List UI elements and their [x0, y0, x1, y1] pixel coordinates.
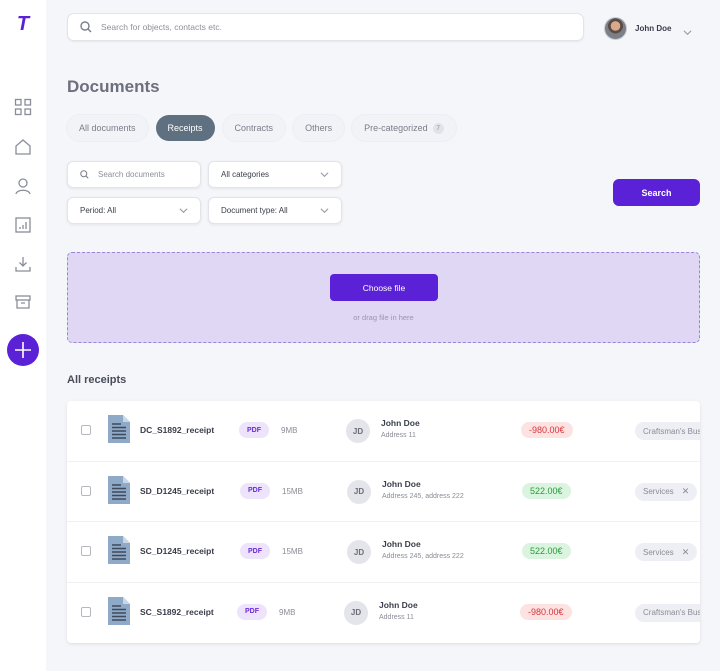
row-checkbox[interactable]: [81, 425, 91, 435]
document-type-select[interactable]: Document type: All: [208, 197, 342, 224]
tab-contracts[interactable]: Contracts: [222, 115, 286, 141]
user-menu[interactable]: John Doe: [604, 16, 692, 40]
chart-icon: [15, 217, 31, 233]
contact-name: John Doe: [382, 539, 421, 549]
contact-name: John Doe: [379, 599, 418, 610]
contact-name: John Doe: [381, 418, 420, 428]
tab-others[interactable]: Others: [293, 115, 345, 141]
contact-name: John Doe: [382, 478, 421, 489]
search-button[interactable]: Search: [613, 179, 700, 206]
category-chip[interactable]: Services ✕: [635, 543, 698, 561]
file-type-badge: PDF: [240, 482, 270, 499]
contact-avatar: JD: [347, 540, 371, 564]
tab-receipts[interactable]: Receipts: [155, 115, 215, 141]
row-checkbox[interactable]: [81, 606, 91, 617]
contact-address: Address 11: [379, 613, 414, 621]
category-chip[interactable]: Craftsman's Business: [635, 603, 700, 622]
add-button[interactable]: [7, 334, 39, 366]
plus-icon: [15, 342, 31, 358]
document-icon: [108, 536, 130, 564]
global-search[interactable]: [67, 13, 584, 41]
file-name[interactable]: SC_S1892_receipt: [140, 606, 214, 617]
tab-pre-categorized[interactable]: Pre-categorized 7: [352, 115, 456, 141]
table-row[interactable]: DC_S1892_receipt PDF 9MB JD John Doe Add…: [67, 401, 700, 462]
tab-all-documents[interactable]: All documents: [67, 115, 148, 141]
grid-icon: [14, 98, 32, 116]
search-icon: [80, 170, 89, 179]
sidebar-item-archive[interactable]: [12, 291, 34, 313]
sidebar-item-home[interactable]: [12, 136, 34, 158]
user-icon: [15, 178, 31, 195]
home-icon: [15, 139, 31, 155]
chevron-down-icon: [683, 24, 692, 35]
document-icon: [108, 415, 130, 443]
contact-address: Address 245, address 222: [382, 492, 464, 500]
file-size: 9MB: [281, 426, 298, 435]
file-size: 15MB: [282, 486, 303, 496]
amount-badge: 522.00€: [522, 482, 571, 499]
table-row[interactable]: SC_D1245_receipt PDF 15MB JD John Doe Ad…: [67, 522, 700, 583]
page-title: Documents: [67, 77, 160, 96]
row-checkbox[interactable]: [81, 546, 91, 556]
avatar: [604, 16, 627, 40]
chevron-down-icon: [320, 172, 329, 178]
choose-file-button[interactable]: Choose file: [330, 274, 438, 301]
amount-badge: -980.00€: [520, 603, 572, 620]
sidebar: T: [0, 0, 46, 671]
chevron-down-icon: [320, 208, 329, 214]
file-name[interactable]: SC_D1245_receipt: [140, 546, 215, 556]
file-type-badge: PDF: [239, 422, 269, 438]
document-icon: [108, 596, 130, 625]
document-search[interactable]: [67, 161, 201, 188]
receipts-table: DC_S1892_receipt PDF 9MB JD John Doe Add…: [67, 401, 700, 643]
category-select[interactable]: All categories: [208, 161, 342, 188]
file-type-badge: PDF: [240, 543, 270, 559]
drag-hint: or drag file in here: [353, 313, 414, 322]
table-row[interactable]: SC_S1892_receipt PDF 9MB JD John Doe Add…: [67, 583, 700, 644]
user-name: John Doe: [635, 23, 672, 33]
contact-address: Address 245, address 222: [382, 553, 464, 560]
archive-icon: [15, 295, 31, 309]
sidebar-item-dashboard[interactable]: [12, 96, 34, 118]
remove-category-icon[interactable]: ✕: [681, 486, 690, 496]
download-icon: [15, 257, 31, 272]
category-chip[interactable]: Services ✕: [635, 482, 698, 501]
file-name[interactable]: SD_D1245_receipt: [140, 485, 215, 496]
upload-dropzone[interactable]: Choose file or drag file in here: [67, 252, 700, 343]
contact-avatar: JD: [344, 600, 368, 625]
sidebar-item-contacts[interactable]: [12, 175, 34, 197]
remove-category-icon[interactable]: ✕: [681, 546, 690, 557]
search-icon: [80, 21, 92, 33]
file-name[interactable]: DC_S1892_receipt: [140, 425, 215, 435]
document-search-input[interactable]: [98, 170, 188, 179]
file-type-badge: PDF: [237, 603, 267, 620]
app-logo[interactable]: T: [16, 13, 30, 35]
category-chip[interactable]: Craftsman's Business: [635, 422, 700, 440]
file-size: 15MB: [282, 547, 303, 556]
count-badge: 7: [432, 122, 444, 134]
row-checkbox[interactable]: [81, 485, 91, 496]
contact-address: Address 11: [381, 432, 416, 439]
file-size: 9MB: [279, 607, 296, 617]
sidebar-item-reports[interactable]: [12, 214, 34, 236]
period-select[interactable]: Period: All: [67, 197, 201, 224]
amount-badge: 522.00€: [522, 543, 571, 559]
contact-avatar: JD: [346, 419, 370, 443]
section-title: All receipts: [67, 374, 127, 386]
document-tabs: All documents Receipts Contracts Others …: [67, 115, 464, 141]
global-search-input[interactable]: [101, 22, 541, 32]
table-row[interactable]: SD_D1245_receipt PDF 15MB JD John Doe Ad…: [67, 462, 700, 522]
amount-badge: -980.00€: [521, 422, 573, 438]
contact-avatar: JD: [347, 479, 371, 504]
sidebar-item-downloads[interactable]: [12, 253, 34, 275]
document-icon: [108, 475, 130, 504]
chevron-down-icon: [179, 208, 188, 214]
